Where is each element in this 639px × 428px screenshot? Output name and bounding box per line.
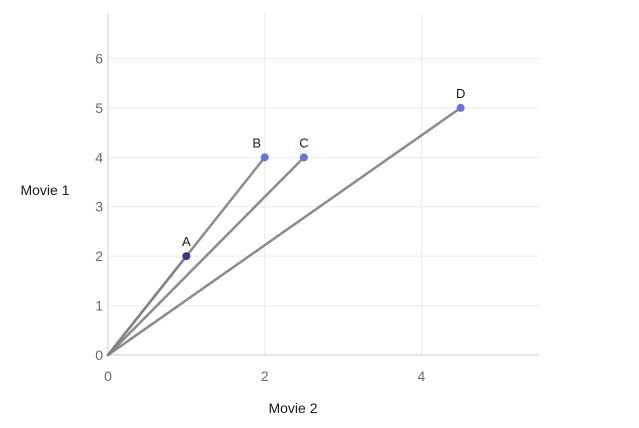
y-tick-label: 0	[95, 347, 103, 363]
x-tick-label: 2	[261, 368, 269, 384]
point-labels: A B C D	[182, 86, 465, 249]
y-tick-label: 3	[95, 199, 103, 215]
vector-lines	[106, 106, 462, 357]
y-tick-label: 5	[95, 100, 103, 116]
x-axis-label: Movie 2	[268, 400, 317, 416]
y-tick-label: 6	[95, 50, 103, 66]
point-label-c: C	[299, 135, 308, 150]
point-label-b: B	[252, 135, 261, 150]
grid	[108, 14, 539, 355]
point-label-a: A	[182, 234, 191, 249]
y-tick-label: 1	[95, 298, 103, 314]
axes	[107, 14, 539, 356]
data-points	[182, 103, 465, 261]
y-axis-label: Movie 1	[20, 182, 69, 198]
point-label-d: D	[456, 86, 465, 101]
data-point-b	[260, 153, 269, 162]
tick-labels: 0 1 2 3 4 5 6 0 2 4	[95, 50, 425, 384]
x-tick-label: 0	[104, 368, 112, 384]
vector-line-c	[106, 156, 306, 357]
y-tick-label: 4	[95, 149, 103, 165]
data-point-a	[182, 252, 191, 261]
data-point-d	[456, 103, 465, 112]
x-tick-label: 4	[418, 368, 426, 384]
vector-line-d	[106, 106, 462, 357]
y-tick-label: 2	[95, 248, 103, 264]
data-point-c	[299, 153, 308, 162]
